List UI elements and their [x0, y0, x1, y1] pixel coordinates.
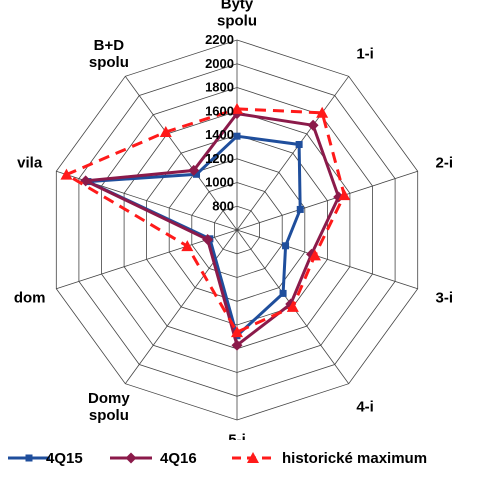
grid-spoke — [236, 170, 418, 231]
data-point — [231, 326, 243, 338]
category-label: Domy spolu — [88, 390, 130, 424]
category-label-line: Domy — [88, 390, 130, 407]
data-point — [202, 234, 214, 246]
category-label: 4-i — [356, 398, 374, 415]
category-label-line: spolu — [217, 13, 257, 30]
data-point — [80, 175, 92, 187]
legend-label: 4Q15 — [46, 450, 83, 467]
legend-marker — [247, 452, 259, 463]
legend-item: historické maximum — [232, 450, 427, 467]
legend-label: historické maximum — [282, 450, 427, 467]
category-label-line: spolu — [89, 54, 129, 71]
category-label-line: Byty — [221, 0, 254, 13]
category-label-line: 1-i — [356, 46, 374, 63]
category-label: 1-i — [356, 46, 374, 63]
legend-item: 4Q16 — [110, 450, 197, 467]
grid-spoke — [124, 76, 238, 231]
series-line — [63, 107, 346, 335]
grid-spoke — [124, 229, 238, 384]
category-label-line: 4-i — [356, 398, 374, 415]
tick-label: 1200 — [205, 151, 234, 166]
category-label-line: vila — [17, 155, 43, 172]
category-label-line: dom — [14, 289, 46, 306]
category-label: dom — [14, 289, 46, 306]
tick-label: 1600 — [205, 103, 234, 118]
legend-bg — [0, 440, 480, 480]
tick-label: 1000 — [205, 175, 234, 190]
category-label-line: 3-i — [436, 289, 454, 306]
data-point — [181, 240, 194, 252]
data-point — [231, 102, 243, 114]
data-point — [188, 164, 200, 176]
category-labels: Bytyspolu1-i2-i3-i4-i5-i+Domyspoludomvil… — [14, 0, 453, 466]
category-label: 3-i — [436, 289, 454, 306]
data-point — [316, 106, 329, 118]
data-point — [295, 140, 303, 148]
data-point — [307, 119, 319, 131]
legend-marker — [125, 452, 137, 464]
category-label-line: B+D — [94, 37, 125, 54]
data-point — [286, 300, 299, 312]
data-point — [308, 249, 321, 261]
data-point — [60, 168, 73, 180]
data-point — [159, 126, 172, 138]
radar-grid — [55, 39, 419, 421]
category-label: vila — [17, 155, 43, 172]
radar-series — [60, 102, 351, 351]
series-historické-maximum — [60, 102, 351, 338]
series-line — [82, 134, 302, 339]
legend: 4Q15 4Q16 historické maximum — [0, 440, 480, 480]
grid-spoke — [236, 229, 418, 290]
category-label: 2-i — [436, 155, 454, 172]
grid-spoke — [236, 76, 350, 231]
data-point — [282, 242, 290, 250]
data-point — [279, 289, 287, 297]
category-label: B+D spolu — [89, 37, 129, 71]
data-point — [193, 170, 201, 178]
category-label-line: 2-i — [436, 155, 454, 172]
series-line — [80, 111, 341, 348]
data-point — [231, 339, 243, 351]
data-point — [233, 132, 241, 140]
radial-tick-labels: 800 1000 1200 1400 1600 1800 2000 2200 — [205, 32, 234, 213]
data-point — [338, 189, 351, 201]
legend-label: 4Q16 — [160, 450, 197, 467]
tick-label: 2000 — [205, 56, 234, 71]
legend-item: 4Q15 — [8, 450, 83, 467]
data-point — [296, 205, 304, 213]
tick-label: 1800 — [205, 80, 234, 95]
tick-label: 2200 — [205, 32, 234, 47]
legend-marker — [25, 454, 33, 462]
category-label-line: spolu — [89, 407, 129, 424]
category-label: Byty spolu — [217, 0, 257, 30]
tick-label: 800 — [212, 198, 234, 213]
tick-label: 1400 — [205, 127, 234, 142]
